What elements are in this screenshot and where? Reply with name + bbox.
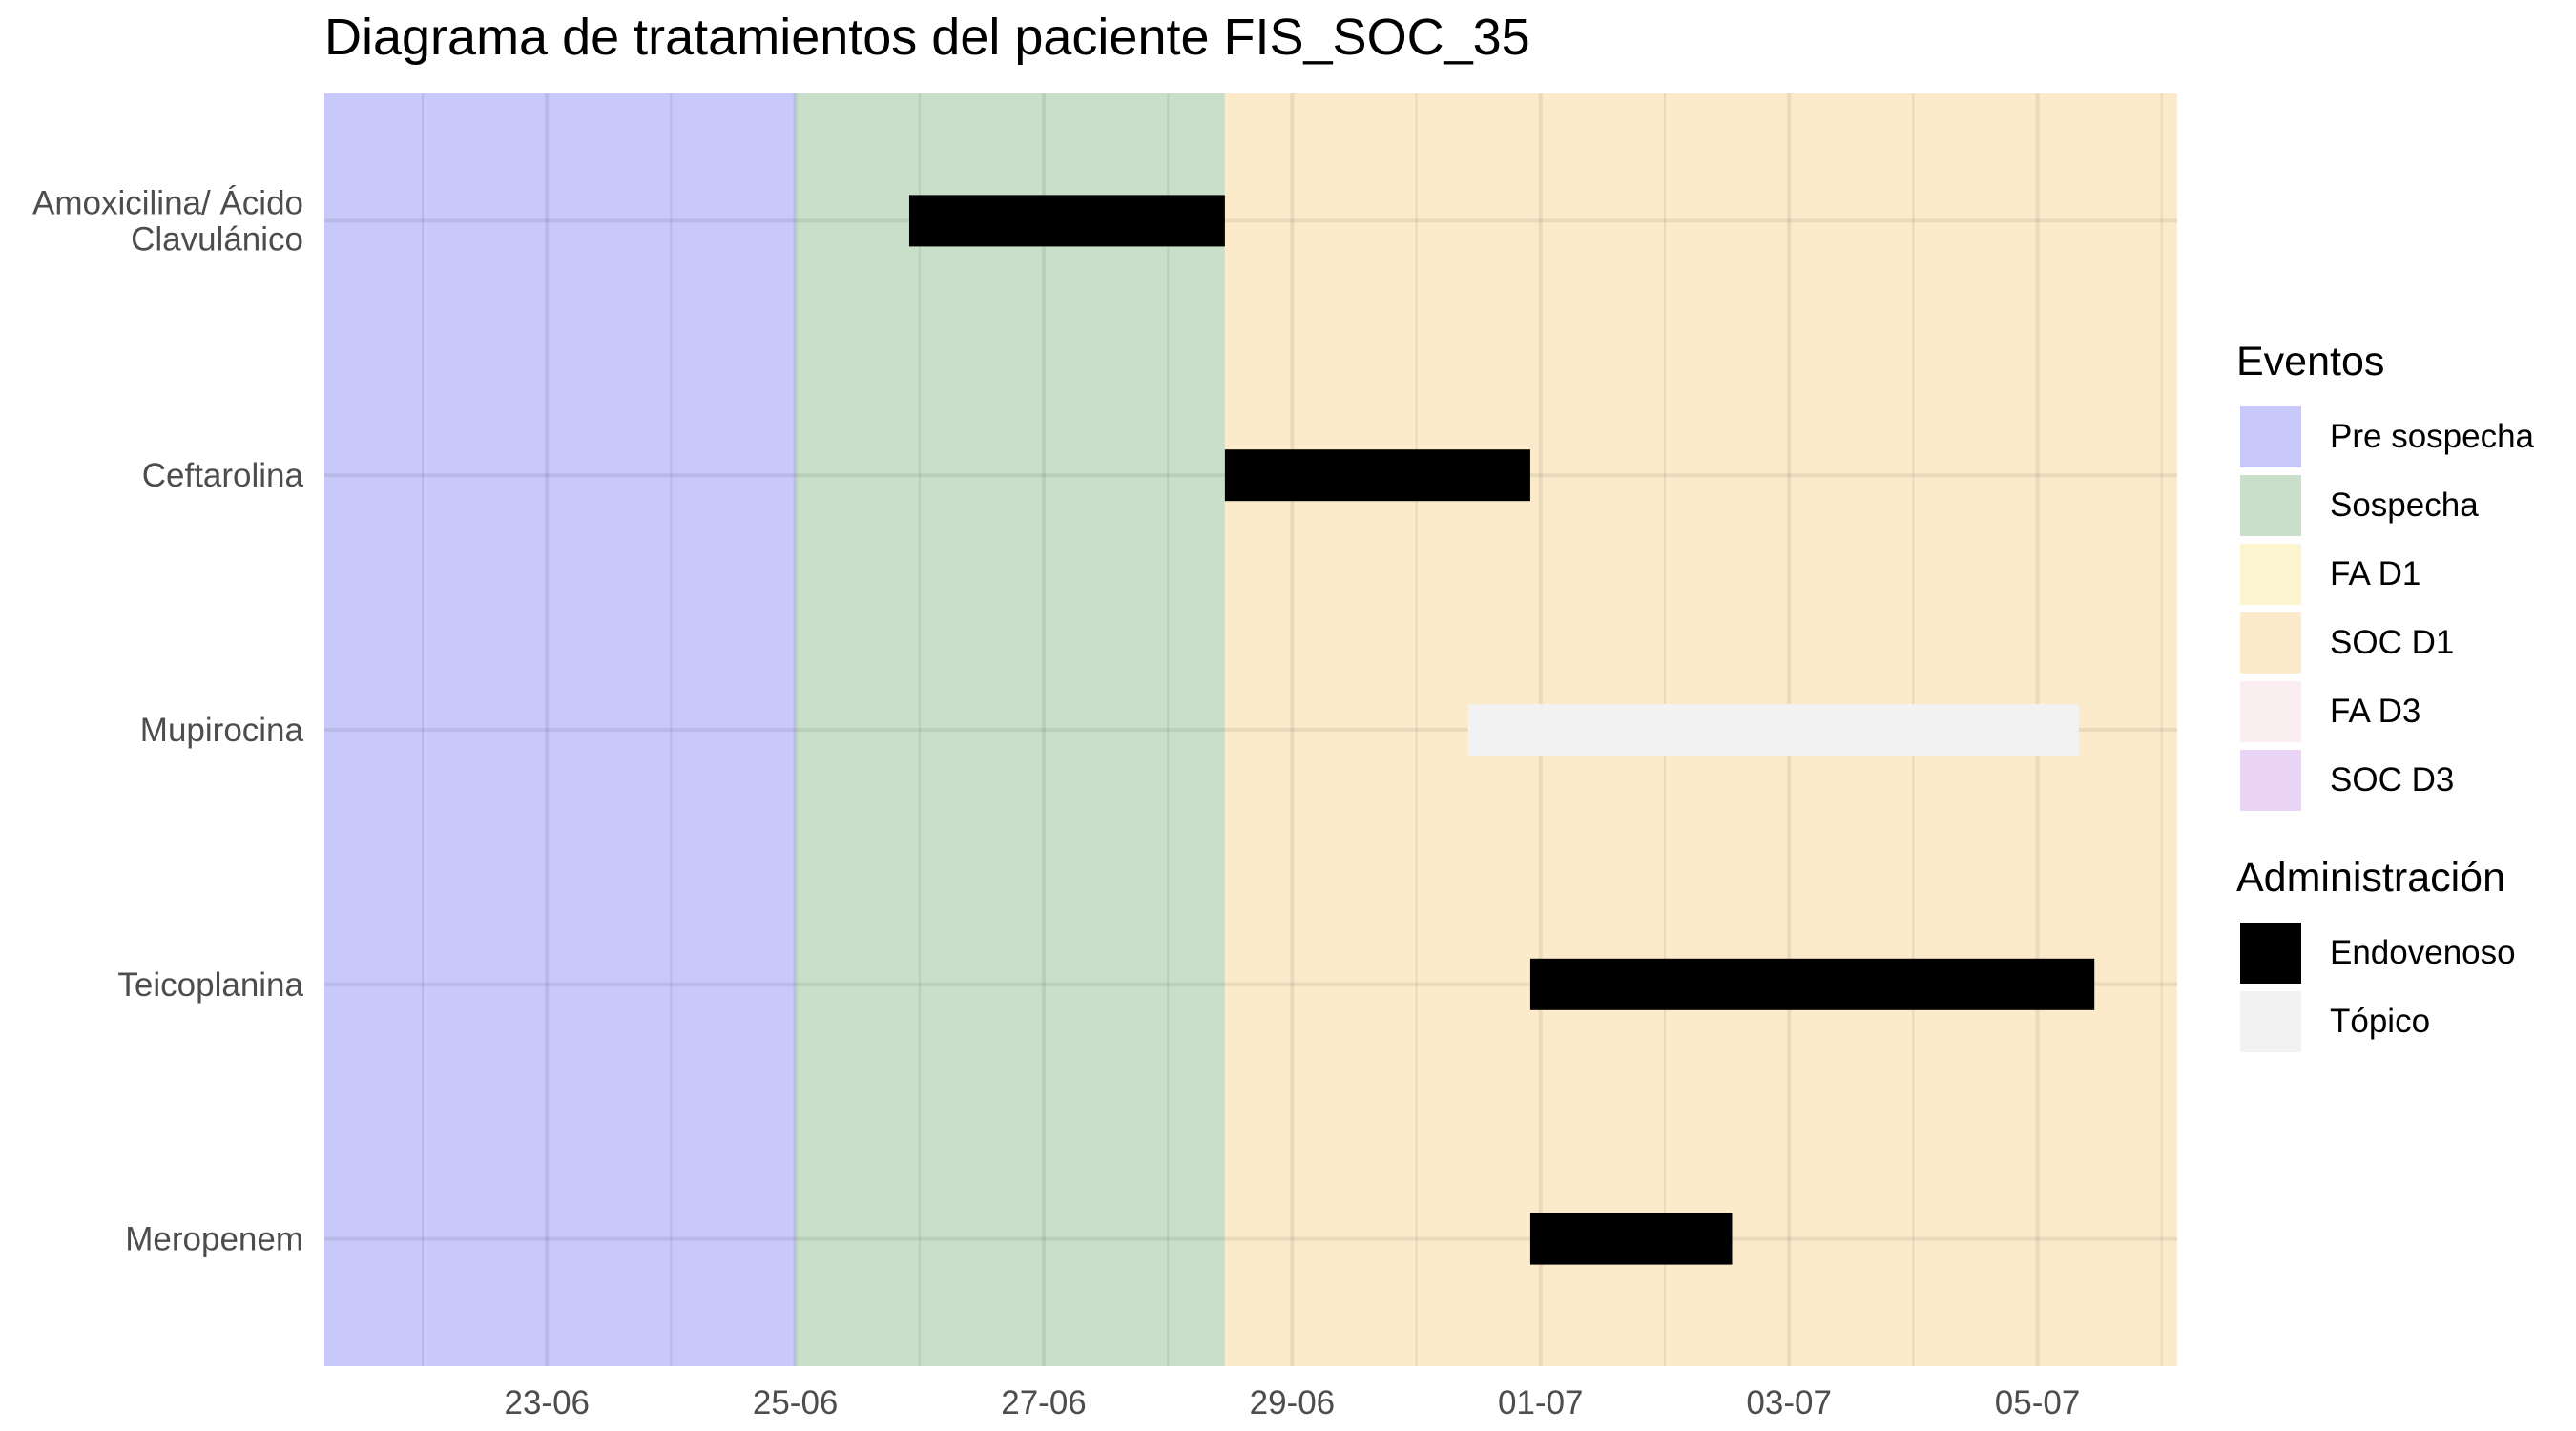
treatment-bar-2 <box>1467 704 2079 756</box>
legend-eventos-swatch <box>2240 750 2301 811</box>
legend-eventos-swatch <box>2240 406 2301 467</box>
legend-administracion: Administración Endovenoso Tópico <box>2236 855 2534 1056</box>
treatment-bar-1 <box>1224 449 1530 502</box>
x-tick-label: 25-06 <box>753 1384 839 1421</box>
legend-eventos-swatch <box>2240 681 2301 742</box>
legend-administracion-label: Tópico <box>2330 1003 2431 1040</box>
x-tick-label: 27-06 <box>1001 1384 1087 1421</box>
legend-eventos-label: FA D3 <box>2330 693 2421 730</box>
gantt-chart: Amoxicilina/ Ácido Clavulánico Ceftarolina… <box>32 93 2177 1421</box>
legend-eventos-swatch <box>2240 544 2301 605</box>
legend-administracion-swatch <box>2240 991 2301 1052</box>
treatment-bar-4 <box>1529 1213 1733 1265</box>
legend-eventos-label: FA D1 <box>2330 555 2421 592</box>
x-tick-label: 29-06 <box>1250 1384 1336 1421</box>
y-tick-label: Ceftarolina <box>142 457 304 494</box>
legend-eventos-label: SOC D3 <box>2330 761 2455 798</box>
legend-administracion-item: Tópico <box>2236 987 2534 1056</box>
legend-eventos-label: Sospecha <box>2330 487 2479 524</box>
x-tick-label: 05-07 <box>1995 1384 2081 1421</box>
legend-eventos-item: FA D1 <box>2236 540 2534 609</box>
x-tick-label: 23-06 <box>504 1384 590 1421</box>
legend-administracion-item: Endovenoso <box>2236 919 2534 987</box>
chart-title: Diagrama de tratamientos del paciente FI… <box>324 9 1530 66</box>
legend-eventos-title: Eventos <box>2236 339 2385 384</box>
legend-eventos-item: Pre sospecha <box>2236 403 2534 471</box>
legend-eventos-label: Pre sospecha <box>2330 418 2535 455</box>
legend-administracion-swatch <box>2240 923 2301 984</box>
x-tick-label: 03-07 <box>1746 1384 1832 1421</box>
legend-eventos-item: Sospecha <box>2236 471 2534 540</box>
treatment-bar-0 <box>908 195 1225 247</box>
legend-administracion-label: Endovenoso <box>2330 934 2516 971</box>
period-band-0 <box>324 93 796 1366</box>
x-tick-label: 01-07 <box>1498 1384 1584 1421</box>
legend-eventos-swatch <box>2240 612 2301 674</box>
legend-administracion-title: Administración <box>2236 855 2505 901</box>
legend: Eventos Pre sospecha Sospecha FA D1 SOC D1 F… <box>2236 339 2534 1096</box>
legend-eventos-label: SOC D1 <box>2330 624 2455 661</box>
y-tick-label: Mupirocina <box>140 712 304 749</box>
legend-eventos-swatch <box>2240 475 2301 536</box>
y-tick-label: Amoxicilina/ Ácido Clavulánico <box>32 184 303 258</box>
treatment-bar-3 <box>1529 958 2095 1010</box>
legend-eventos: Eventos Pre sospecha Sospecha FA D1 SOC D1 F… <box>2236 339 2534 815</box>
legend-eventos-item: SOC D3 <box>2236 746 2534 815</box>
legend-eventos-item: SOC D1 <box>2236 609 2534 677</box>
legend-eventos-item: FA D3 <box>2236 677 2534 746</box>
y-tick-label: Meropenem <box>125 1221 303 1258</box>
y-tick-label: Teicoplanina <box>117 966 303 1004</box>
period-band-1 <box>795 93 1225 1366</box>
